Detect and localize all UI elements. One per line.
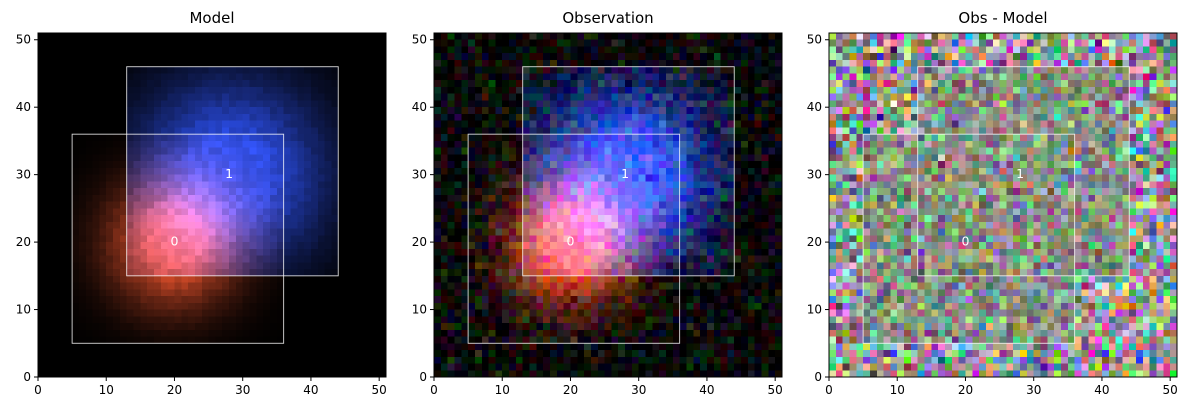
x-tick-label: 30	[1026, 383, 1041, 397]
x-tick-label: 20	[958, 383, 973, 397]
x-tick-label: 40	[699, 383, 714, 397]
y-tick-label: 30	[16, 168, 31, 182]
source-label-0: 0	[566, 234, 574, 249]
x-tick-label: 50	[768, 383, 783, 397]
y-tick-label: 10	[807, 303, 822, 317]
source-label-0: 0	[961, 234, 969, 249]
y-tick-label: 20	[807, 235, 822, 249]
x-tick-label: 20	[563, 383, 578, 397]
panel-title: Model	[189, 9, 234, 27]
x-tick-label: 0	[430, 383, 438, 397]
x-tick-label: 30	[235, 383, 250, 397]
y-tick-label: 10	[16, 303, 31, 317]
y-tick-label: 0	[419, 370, 427, 384]
x-tick-label: 30	[631, 383, 646, 397]
x-tick-label: 40	[1094, 383, 1109, 397]
source-label-0: 0	[170, 234, 178, 249]
y-tick-label: 20	[16, 235, 31, 249]
y-tick-label: 30	[412, 168, 427, 182]
image-pixels	[829, 33, 1177, 377]
y-tick-label: 10	[412, 303, 427, 317]
x-tick-label: 10	[495, 383, 510, 397]
panel-title: Observation	[562, 9, 653, 27]
source-label-1: 1	[225, 166, 233, 181]
y-tick-label: 40	[16, 100, 31, 114]
panel-title: Obs - Model	[958, 9, 1047, 27]
x-tick-label: 40	[303, 383, 318, 397]
x-tick-label: 10	[890, 383, 905, 397]
image-pixels	[38, 33, 386, 377]
image-pixels	[434, 33, 782, 377]
y-tick-label: 0	[814, 370, 822, 384]
x-tick-label: 50	[1163, 383, 1178, 397]
x-tick-label: 20	[167, 383, 182, 397]
x-tick-label: 0	[825, 383, 833, 397]
y-tick-label: 30	[807, 168, 822, 182]
y-tick-label: 40	[807, 100, 822, 114]
x-tick-label: 0	[34, 383, 42, 397]
y-tick-label: 40	[412, 100, 427, 114]
y-tick-label: 50	[16, 33, 31, 47]
x-tick-label: 50	[372, 383, 387, 397]
source-label-1: 1	[1016, 166, 1024, 181]
y-tick-label: 50	[807, 33, 822, 47]
y-tick-label: 50	[412, 33, 427, 47]
x-tick-label: 10	[99, 383, 114, 397]
y-tick-label: 20	[412, 235, 427, 249]
source-label-1: 1	[621, 166, 629, 181]
y-tick-label: 0	[23, 370, 31, 384]
